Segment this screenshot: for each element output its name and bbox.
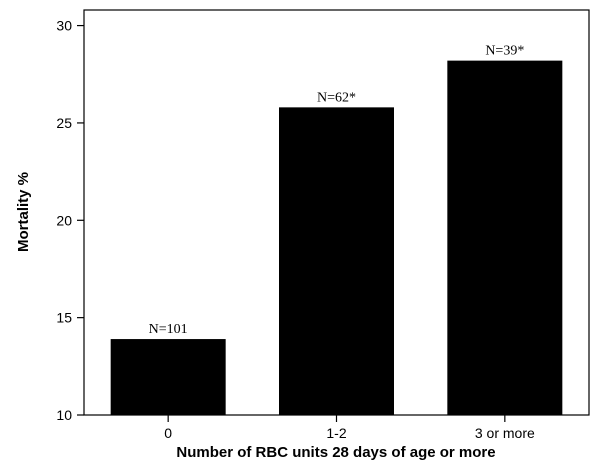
bar-data-labels: N=101 N=62* N=39*	[149, 44, 525, 337]
y-tick-label: 15	[56, 310, 72, 326]
y-tick-label: 20	[56, 212, 72, 228]
bar-data-label: N=62*	[317, 90, 356, 105]
bar-3-or-more	[447, 60, 563, 415]
bar-1-2	[279, 107, 394, 415]
x-tick-label: 1-2	[326, 425, 346, 441]
bar-0	[110, 339, 226, 415]
x-tick-label: 0	[164, 425, 172, 441]
x-tick-label: 3 or more	[475, 425, 535, 441]
y-tick-label: 25	[56, 115, 72, 131]
x-axis-title: Number of RBC units 28 days of age or mo…	[176, 444, 495, 461]
y-axis: 10 15 20 25 30	[56, 18, 84, 423]
y-axis-title: Mortality %	[15, 172, 32, 252]
y-tick-label: 10	[56, 407, 72, 423]
bars	[110, 60, 563, 415]
bar-data-label: N=39*	[485, 44, 524, 59]
y-tick-label: 30	[56, 18, 72, 34]
x-axis: 0 1-2 3 or more	[164, 415, 535, 441]
bar-data-label: N=101	[149, 322, 188, 337]
